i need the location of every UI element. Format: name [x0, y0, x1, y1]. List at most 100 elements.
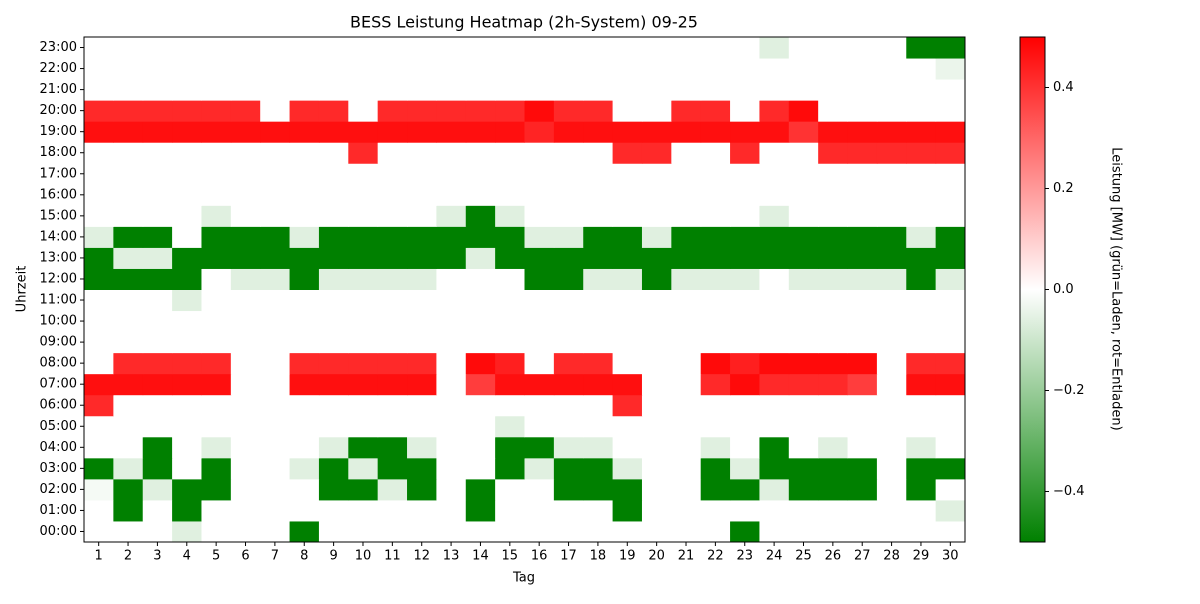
heat-cell	[377, 184, 408, 206]
heat-cell	[612, 37, 643, 59]
heat-cell	[377, 499, 408, 522]
heat-cell	[201, 268, 232, 290]
x-tick-label: 18	[590, 549, 607, 564]
heat-cell	[641, 289, 672, 312]
heat-cell	[113, 415, 144, 438]
heat-cell	[935, 457, 966, 480]
heat-cell	[935, 310, 966, 333]
heat-cell	[260, 184, 291, 206]
heat-cell	[759, 247, 790, 269]
heat-cell	[172, 121, 202, 143]
heat-cell	[641, 121, 672, 143]
heat-cell	[876, 436, 907, 459]
heat-cell	[495, 457, 525, 480]
heat-cell	[465, 58, 496, 80]
heat-cell	[260, 331, 291, 354]
heat-cell	[407, 499, 437, 522]
heat-cell	[553, 394, 584, 417]
heat-cell	[583, 205, 614, 227]
heat-cell	[495, 247, 525, 269]
heat-cell	[818, 58, 849, 80]
heat-cell	[759, 436, 790, 459]
heat-cell	[348, 310, 379, 333]
heat-cell	[407, 142, 437, 164]
y-tick-label: 07:00	[40, 377, 77, 392]
heat-cell	[553, 205, 584, 227]
heat-cell	[142, 37, 173, 59]
heat-cell	[730, 373, 760, 396]
heat-cell	[318, 142, 349, 164]
heat-cell	[935, 520, 966, 543]
heat-cell	[818, 289, 849, 312]
heat-cell	[230, 373, 261, 396]
x-tick-label: 30	[942, 549, 959, 564]
heat-cell	[142, 394, 173, 417]
heat-cell	[641, 415, 672, 438]
heat-cell	[230, 499, 261, 522]
heat-cell	[906, 247, 937, 269]
x-tick-label: 13	[443, 549, 460, 564]
heat-cell	[260, 247, 291, 269]
heat-cell	[201, 289, 232, 312]
heat-cell	[230, 121, 261, 143]
heat-cell	[142, 289, 173, 312]
heat-cell	[318, 100, 349, 122]
heat-cell	[583, 163, 614, 185]
heat-cell	[318, 478, 349, 501]
heat-cell	[759, 331, 790, 354]
heat-cell	[289, 352, 320, 375]
heat-cell	[906, 499, 937, 522]
heat-cell	[201, 163, 232, 185]
heat-cell	[847, 247, 878, 269]
heat-cell	[348, 289, 379, 312]
heat-cell	[84, 58, 114, 80]
heat-cell	[230, 436, 261, 459]
heat-cell	[818, 37, 849, 59]
heat-cell	[201, 499, 232, 522]
heat-cell	[818, 184, 849, 206]
heat-cell	[700, 310, 731, 333]
heat-cell	[641, 373, 672, 396]
heat-cell	[201, 79, 232, 101]
heat-cell	[612, 415, 643, 438]
colorbar-tick-label: −0.2	[1053, 383, 1085, 398]
heat-cell	[172, 100, 202, 122]
heat-cell	[553, 226, 584, 248]
heat-cell	[260, 226, 291, 248]
heat-cell	[142, 226, 173, 248]
heat-cell	[818, 100, 849, 122]
heat-cell	[730, 436, 760, 459]
y-tick-label: 13:00	[40, 250, 77, 265]
heat-cell	[84, 520, 114, 543]
heat-cell	[230, 310, 261, 333]
heat-cell	[583, 58, 614, 80]
heat-cell	[612, 352, 643, 375]
heat-cell	[524, 247, 555, 269]
heat-cell	[407, 457, 437, 480]
heat-cell	[671, 436, 702, 459]
heat-cell	[142, 247, 173, 269]
heat-cell	[142, 163, 173, 185]
heat-cell	[847, 520, 878, 543]
heat-cell	[318, 268, 349, 290]
heat-cell	[84, 163, 114, 185]
heat-cell	[172, 79, 202, 101]
heat-cell	[260, 100, 291, 122]
y-tick-label: 10:00	[40, 314, 77, 329]
heat-cell	[201, 457, 232, 480]
heat-cell	[465, 331, 496, 354]
chart-title: BESS Leistung Heatmap (2h-System) 09-25	[350, 13, 698, 32]
heat-cell	[142, 100, 173, 122]
heat-cell	[318, 436, 349, 459]
x-tick-label: 21	[678, 549, 695, 564]
heat-cell	[495, 268, 525, 290]
heat-cell	[84, 352, 114, 375]
heat-cell	[407, 79, 437, 101]
heat-cell	[788, 394, 819, 417]
heat-cell	[172, 415, 202, 438]
heat-cell	[230, 142, 261, 164]
x-tick-label: 27	[854, 549, 871, 564]
heat-cell	[230, 520, 261, 543]
heat-cell	[289, 226, 320, 248]
heat-cell	[465, 37, 496, 59]
